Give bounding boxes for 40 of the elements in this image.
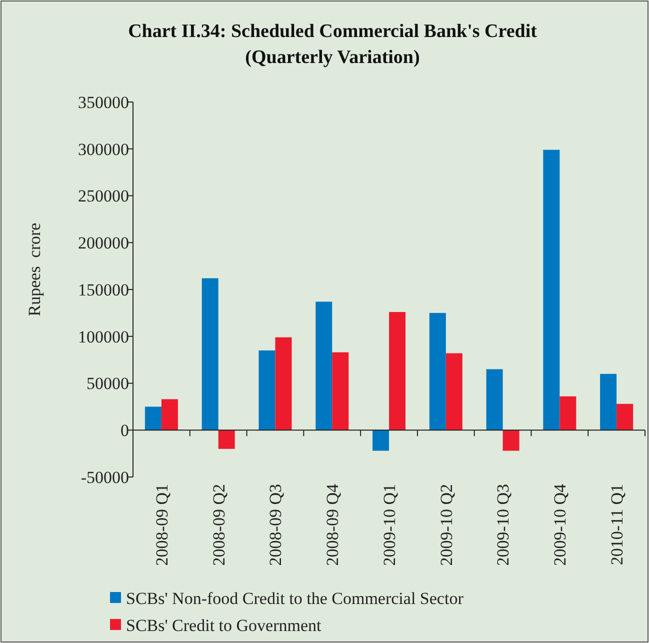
- bar: [560, 396, 576, 430]
- bar: [218, 430, 235, 449]
- bar: [616, 404, 634, 430]
- x-tick-label: 2010-11 Q1: [608, 484, 627, 566]
- y-tick-label: 300000: [78, 140, 129, 159]
- bar: [161, 399, 178, 430]
- x-tick-label: 2009-10 Q3: [494, 484, 513, 566]
- x-tick-label: 2009-10 Q4: [550, 484, 570, 566]
- y-tick-label: 200000: [78, 234, 129, 253]
- bar: [389, 312, 406, 430]
- chart-title: Chart II.34: Scheduled Commercial Bank's Credit (Quarterly Variation): [128, 21, 538, 68]
- x-tick-label: 2009-10 Q1: [380, 484, 399, 566]
- bar: [486, 369, 503, 430]
- bar: [202, 278, 218, 430]
- legend-label: SCBs' Credit to Government: [126, 616, 322, 635]
- bar: [543, 150, 560, 430]
- bar: [502, 430, 520, 451]
- bar: [446, 353, 462, 430]
- bar: [429, 312, 446, 430]
- y-tick-label: 150000: [78, 280, 129, 300]
- x-tick-label: 2008-09 Q2: [209, 484, 228, 566]
- bar: [258, 350, 276, 430]
- y-tick-label: 50000: [86, 374, 129, 394]
- x-tick-label: 2009-10 Q2: [436, 484, 456, 566]
- y-tick-label: 350000: [78, 92, 129, 112]
- x-tick-label: 2008-09 Q1: [152, 484, 172, 566]
- y-axis-title: Rupees crore: [25, 222, 44, 316]
- legend-label: SCBs' Non-food Credit to the Commercial Sector: [126, 588, 464, 608]
- bar: [316, 302, 332, 430]
- bar: [600, 374, 617, 430]
- y-tick-label: 250000: [78, 186, 129, 206]
- x-tick-label: 2008-09 Q4: [323, 484, 342, 566]
- bar: [144, 406, 162, 430]
- y-tick-label: 0: [120, 421, 129, 440]
- bar: [275, 337, 292, 430]
- bar: [372, 430, 389, 451]
- x-tick-label: 2008-09 Q3: [266, 484, 286, 566]
- y-tick-label: 100000: [78, 327, 129, 346]
- bar: [332, 352, 349, 430]
- y-tick-label: -50000: [80, 468, 129, 487]
